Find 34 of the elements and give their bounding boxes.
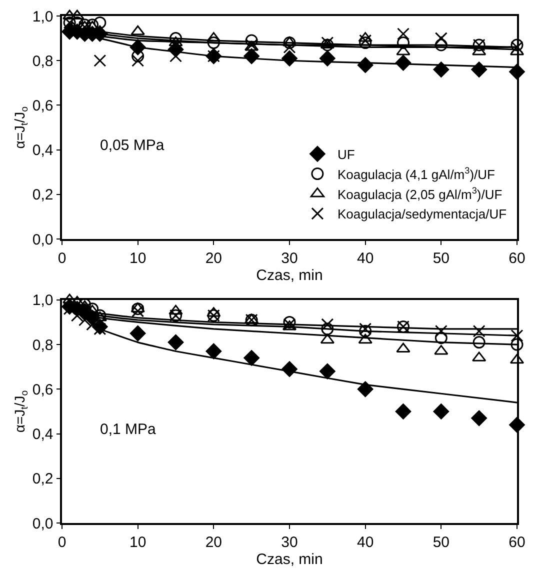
x-tick-label: 0 [58, 250, 66, 267]
legend-label: UF [337, 146, 355, 162]
x-tick-label: 10 [129, 250, 146, 267]
y-tick-label: 0,4 [32, 142, 54, 160]
x-tick-label: 40 [356, 250, 374, 267]
x-tick-label: 30 [281, 534, 298, 551]
x-tick-label: 60 [508, 534, 526, 551]
legend-label: Koagulacja/sedymentacja/UF [337, 206, 507, 222]
x-tick-label: 40 [356, 534, 374, 551]
annotation: 0,05 MPa [100, 137, 165, 154]
y-tick-label: 0,0 [32, 515, 54, 532]
y-tick-label: 0,2 [32, 470, 54, 488]
y-tick-label: 0,6 [32, 97, 54, 114]
y-tick-label: 1,0 [32, 8, 54, 26]
y-tick-label: 1,0 [32, 292, 54, 310]
legend-label: Koagulacja (2,05 gAl/m$^{3}$)/UF [337, 185, 502, 202]
legend-label: Koagulacja (4,1 gAl/m$^{3}$)/UF [337, 165, 496, 182]
y-tick-label: 0,8 [32, 336, 54, 354]
x-tick-label: 50 [432, 534, 450, 551]
annotation: 0,1 MPa [100, 421, 157, 438]
y-tick-label: 0,0 [32, 231, 54, 248]
x-tick-label: 10 [129, 534, 146, 551]
y-tick-label: 0,4 [32, 426, 54, 444]
x-tick-label: 20 [205, 250, 222, 267]
x-tick-label: 30 [281, 250, 298, 267]
y-tick-label: 0,2 [32, 186, 54, 204]
x-axis-title: Czas, min [256, 550, 323, 568]
x-tick-label: 60 [508, 250, 526, 267]
x-tick-label: 0 [58, 534, 66, 551]
x-tick-label: 50 [432, 250, 450, 267]
x-tick-label: 20 [205, 534, 222, 551]
y-tick-label: 0,6 [32, 381, 54, 398]
y-tick-label: 0,8 [32, 52, 54, 70]
x-axis-title: Czas, min [256, 266, 323, 284]
